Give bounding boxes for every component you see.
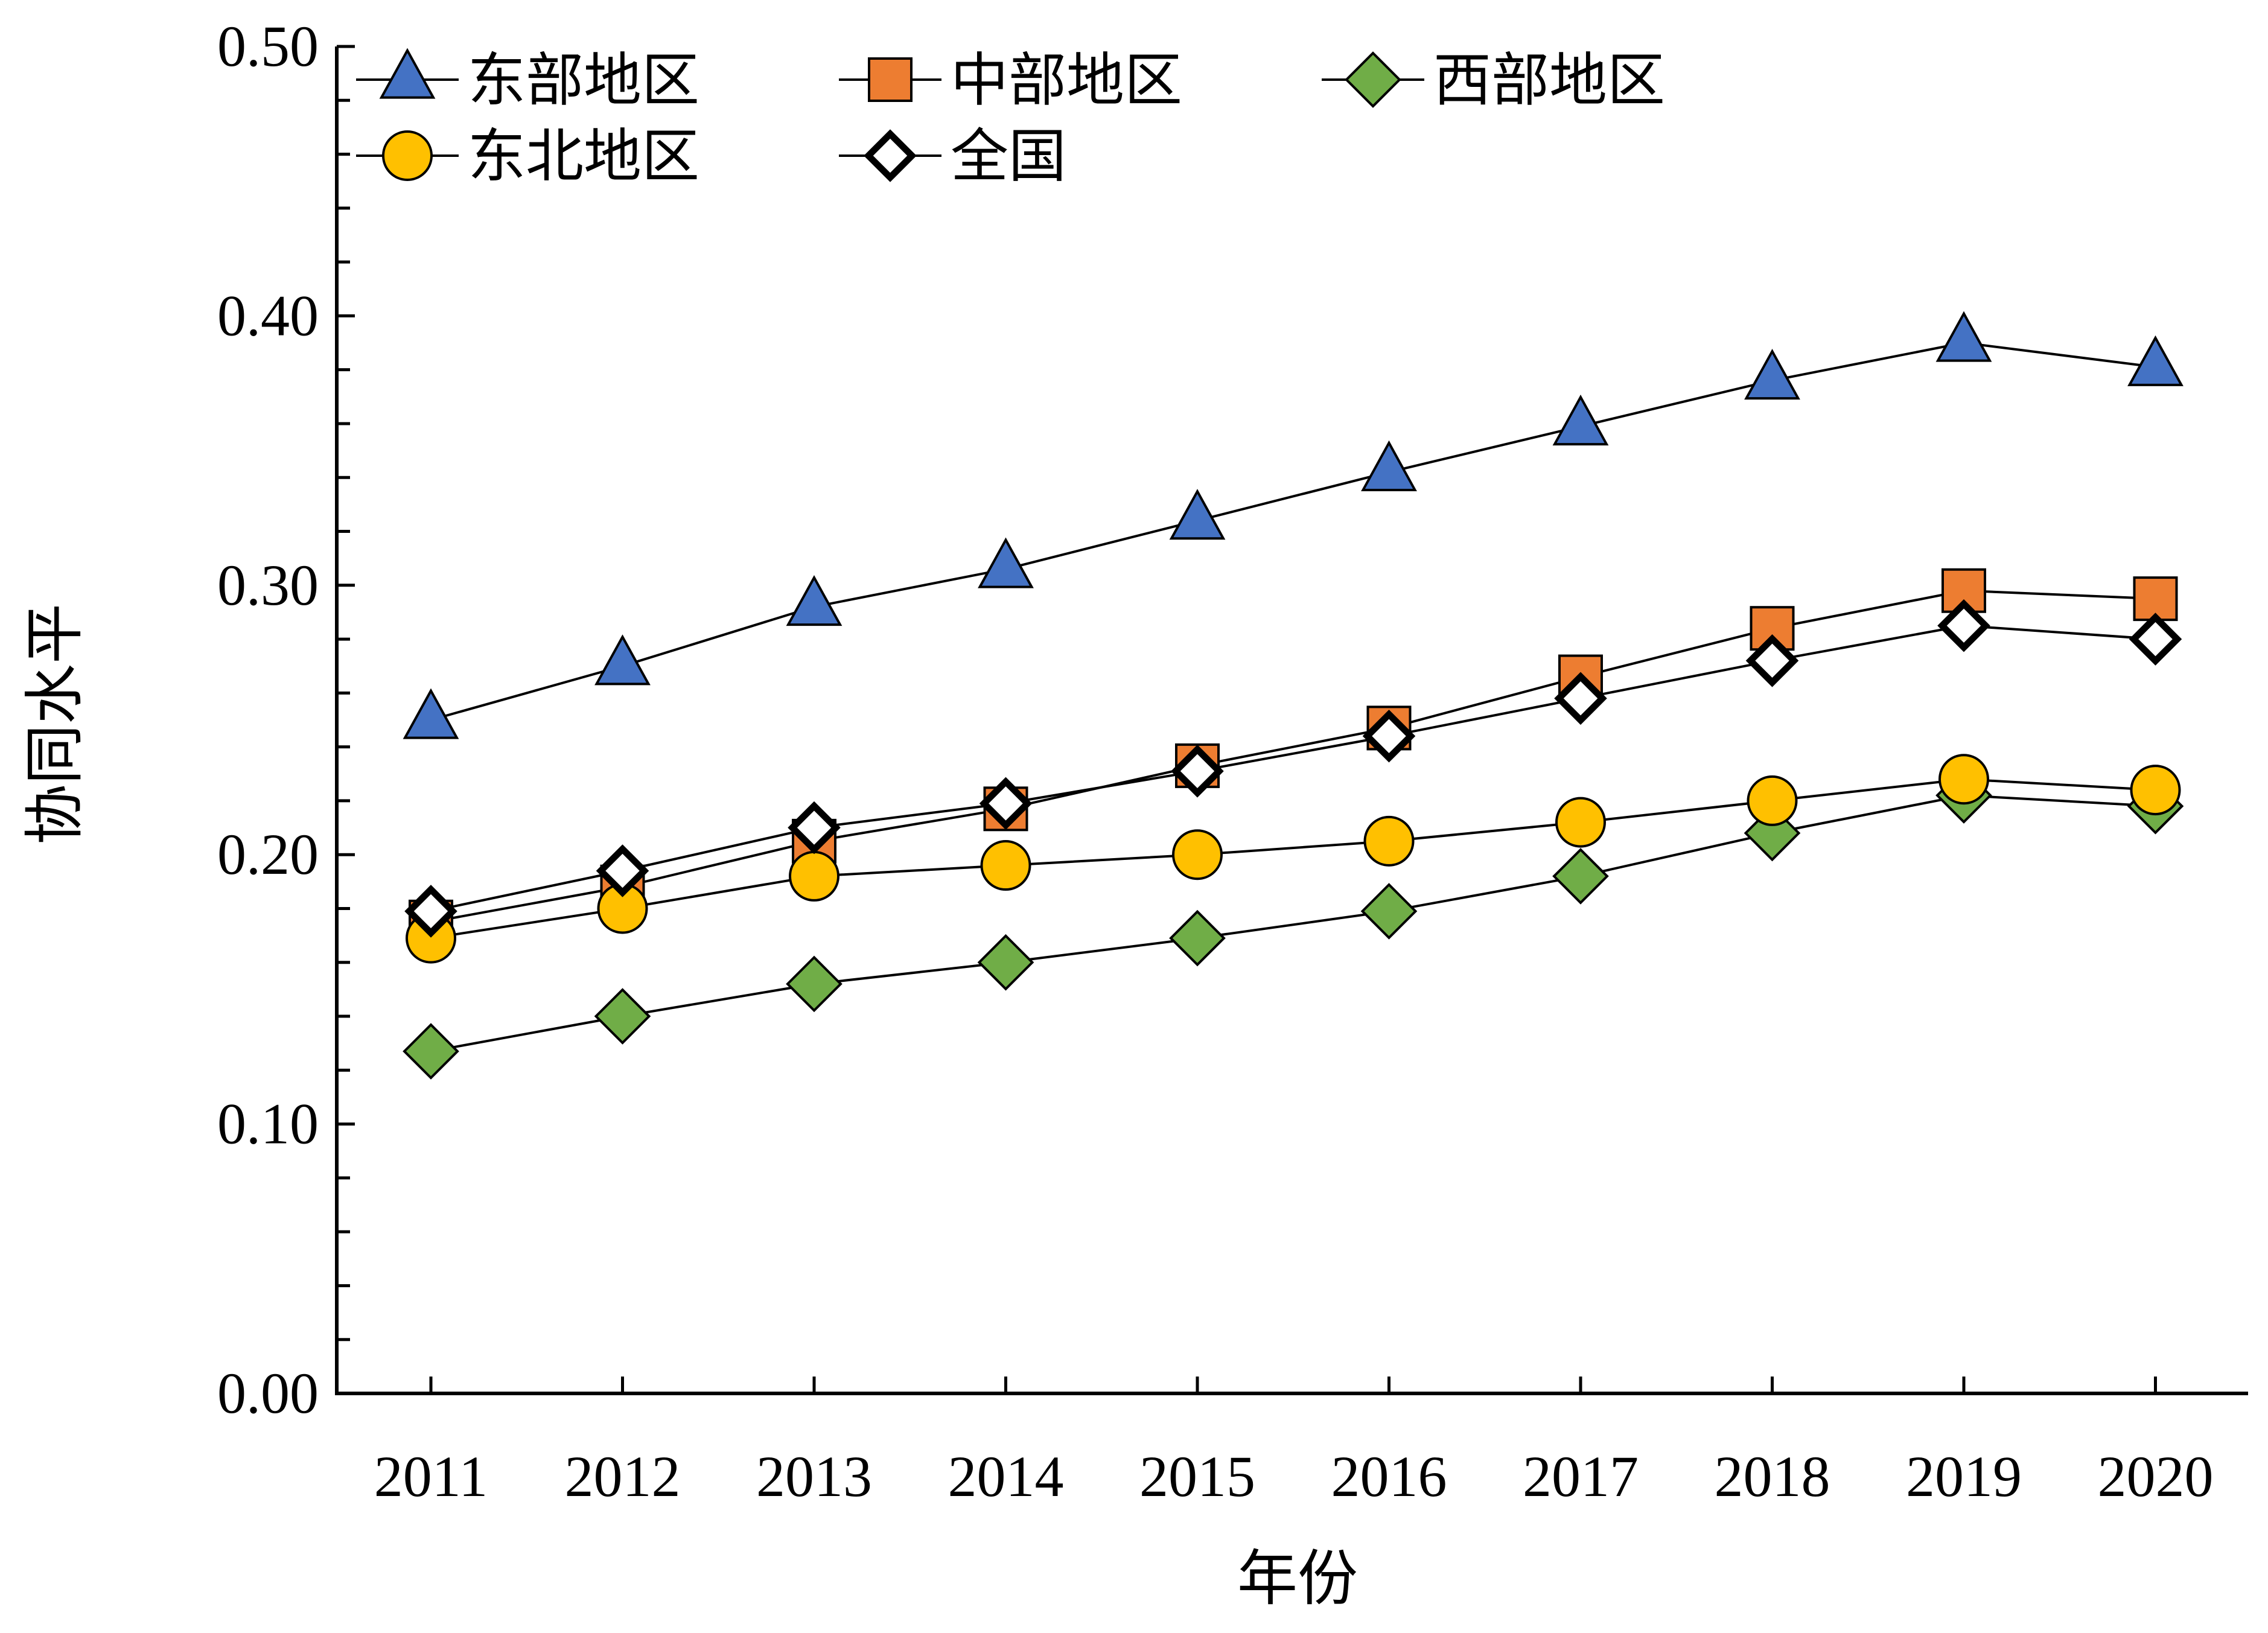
data-point	[786, 575, 843, 626]
series-line	[430, 342, 2156, 721]
x-axis-title: 年份	[1237, 1543, 1358, 1614]
data-point	[978, 537, 1034, 588]
series-line	[430, 778, 2156, 940]
data-point	[977, 934, 1034, 991]
y-tick-label: 0.00	[217, 1361, 319, 1425]
data-point	[1552, 394, 1609, 446]
legend-item-central: 中部地区	[839, 46, 1182, 114]
legend-item-northeast: 东北地区	[356, 123, 699, 190]
legend-label: 东北地区	[468, 123, 699, 190]
data-point	[789, 850, 839, 902]
data-point	[1363, 815, 1415, 867]
data-point	[1172, 829, 1223, 880]
data-point	[1169, 909, 1226, 967]
series-west	[403, 767, 2184, 1080]
legend-label: 全国	[951, 123, 1066, 190]
legend-marker	[379, 48, 436, 99]
data-point	[1935, 311, 1992, 362]
series-east	[403, 311, 2184, 739]
x-tick-label: 2016	[1331, 1444, 1447, 1509]
data-point	[1362, 710, 1416, 763]
data-point	[1745, 634, 1799, 687]
legend-marker	[382, 130, 433, 181]
legend-item-east: 东部地区	[356, 46, 699, 114]
y-tick-label: 0.50	[217, 14, 319, 78]
legend-label: 西部地区	[1433, 46, 1665, 114]
series-central	[409, 568, 2178, 944]
legend-item-west: 西部地区	[1322, 46, 1665, 114]
data-point	[786, 955, 843, 1013]
legend-label: 中部地区	[951, 46, 1182, 114]
legend-marker	[1345, 51, 1401, 108]
data-point	[2130, 765, 2181, 816]
data-point	[1555, 797, 1606, 848]
data-point	[2127, 335, 2184, 386]
data-point	[1361, 440, 1417, 491]
data-point	[1937, 599, 1990, 652]
legend-label: 东部地区	[468, 46, 699, 114]
legend-marker	[864, 129, 917, 182]
data-point	[403, 688, 459, 739]
x-tick-label: 2011	[374, 1444, 488, 1509]
data-point	[1360, 883, 1418, 940]
legend-item-national: 全国	[839, 123, 1066, 190]
x-tick-label: 2015	[1139, 1444, 1255, 1509]
data-point	[1554, 672, 1607, 725]
series-layer	[403, 311, 2184, 1080]
data-point	[1747, 775, 1798, 826]
data-point	[594, 634, 651, 686]
x-tick-label: 2012	[565, 1444, 681, 1509]
x-tick-label: 2018	[1715, 1444, 1830, 1509]
data-point	[403, 1023, 459, 1080]
data-point	[1552, 848, 1609, 905]
x-tick-label: 2013	[756, 1444, 872, 1509]
y-tick-label: 0.30	[217, 553, 319, 617]
series-national	[404, 599, 2182, 938]
series-line	[430, 589, 2156, 923]
data-point	[1169, 489, 1226, 540]
y-tick-label: 0.10	[217, 1092, 319, 1156]
data-point	[1171, 745, 1224, 798]
series-line	[430, 624, 2156, 912]
data-point	[594, 988, 651, 1045]
series-northeast	[406, 754, 2181, 964]
data-point	[980, 840, 1031, 891]
legend-marker	[868, 57, 913, 102]
y-tick-label: 0.20	[217, 822, 319, 887]
y-axis-title: 协同水平	[19, 603, 90, 845]
x-tick-label: 2020	[2098, 1444, 2214, 1509]
data-point	[404, 885, 457, 938]
series-line	[430, 794, 2156, 1053]
y-tick-label: 0.40	[217, 283, 319, 348]
data-point	[2129, 613, 2182, 666]
data-point	[788, 801, 841, 855]
data-point	[596, 844, 649, 897]
x-tick-label: 2014	[948, 1444, 1064, 1509]
data-point	[1744, 349, 1800, 400]
data-point	[1938, 754, 1989, 805]
axes: 0.00 0.10 0.20 0.30 0.40 0.50 2011 2012 2013 2014…	[217, 14, 2248, 1509]
x-tick-label: 2017	[1523, 1444, 1639, 1509]
x-tick-label: 2019	[1906, 1444, 2022, 1509]
data-point	[979, 777, 1033, 830]
